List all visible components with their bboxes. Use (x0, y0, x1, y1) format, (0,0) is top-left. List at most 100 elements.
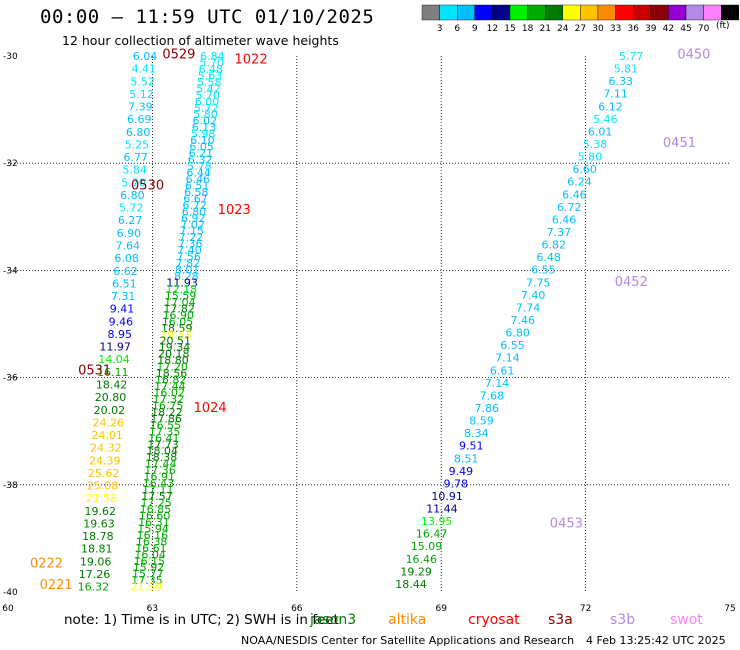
wave-height-label: 16.11 (97, 366, 129, 379)
wave-height-label: 5.80 (578, 151, 603, 164)
wave-height-label: 6.12 (598, 100, 623, 113)
wave-height-label: 19.63 (83, 517, 115, 530)
chart-subtitle: 12 hour collection of altimeter wave hei… (62, 33, 339, 48)
wave-height-label: 5.70 (199, 56, 224, 69)
wave-height-label: 5.63 (198, 69, 223, 82)
wave-height-label: 19.62 (84, 505, 116, 518)
wave-height-label: 7.64 (116, 240, 141, 253)
pass-time-label: 0531 (78, 364, 111, 379)
mission-label-altika: altika (388, 612, 427, 628)
colorbar-swatch (615, 4, 634, 21)
colorbar-unit: (ft) (716, 21, 730, 31)
wave-height-label: 16.75 (152, 399, 184, 412)
wave-height-label: 16.32 (78, 581, 110, 594)
wave-height-label: 6.72 (183, 199, 208, 212)
wave-height-label: 6.27 (118, 214, 143, 227)
wave-height-label: 7.36 (178, 238, 203, 251)
wave-height-label: 20.51 (160, 335, 192, 348)
wave-height-label: 9.51 (459, 440, 484, 453)
wave-height-label: 6.46 (552, 213, 577, 226)
pass-time-label: 0221 (40, 578, 73, 593)
mission-label-swot: swot (670, 612, 703, 628)
wave-height-label: 6.48 (199, 63, 224, 76)
x-tick-label: 63 (147, 604, 158, 614)
wave-height-label: 16.85 (140, 503, 172, 516)
colorbar-swatch (668, 4, 687, 21)
wave-height-label: 5.70 (121, 176, 146, 189)
wave-height-label: 16.15 (134, 555, 166, 568)
wave-height-label: 9.49 (449, 465, 474, 478)
wave-height-label: 6.77 (124, 151, 149, 164)
wave-height-label: 12.18 (166, 283, 198, 296)
wave-height-label: 16.61 (135, 542, 167, 555)
wave-height-label: 6.02 (192, 115, 217, 128)
wave-height-label: 7.82 (176, 257, 201, 270)
pass-time-label: 0530 (131, 179, 164, 194)
wave-height-label: 20.80 (95, 391, 127, 404)
wave-height-label: 7.56 (176, 251, 201, 264)
colorbar-label: 12 (487, 24, 498, 34)
wave-height-label: 6.80 (126, 126, 151, 139)
wave-height-label: 7.40 (521, 289, 546, 302)
wave-height-label: 4.41 (132, 63, 157, 76)
wave-height-label: 17.35 (131, 574, 163, 587)
wave-height-label: 6.82 (542, 239, 567, 252)
pass-time-label: 0451 (663, 136, 696, 151)
wave-height-label: 5.52 (130, 75, 155, 88)
wave-height-label: 11.44 (426, 503, 458, 516)
wave-height-label: 18.22 (151, 406, 183, 419)
satellite-track: 5.775.816.337.116.125.466.015.385.806.60… (395, 50, 643, 591)
wave-height-label: 18.42 (96, 378, 128, 391)
wave-height-label: 25.62 (88, 467, 120, 480)
wave-height-label: 16.47 (416, 528, 448, 541)
wave-height-label: 16.90 (163, 309, 195, 322)
x-tick-label: 66 (291, 604, 303, 614)
wave-height-label: 7.40 (177, 244, 202, 257)
colorbar-swatch (421, 4, 440, 21)
y-tick-label: -32 (3, 159, 18, 169)
pass-time-label: 1024 (194, 401, 227, 416)
colorbar-swatch (509, 4, 528, 21)
wave-height-label: 24.01 (91, 429, 123, 442)
wave-height-label: 6.90 (117, 227, 142, 240)
wave-height-label: 21.89 (131, 581, 163, 594)
wave-height-label: 16.55 (150, 419, 182, 432)
wave-height-label: 6.69 (127, 113, 152, 126)
wave-height-label: 9.41 (110, 303, 135, 316)
wave-height-label: 20.18 (158, 348, 190, 361)
wave-height-label: 7.86 (474, 402, 499, 415)
wave-height-label: 7.14 (485, 377, 510, 390)
colorbar-label: 15 (504, 24, 515, 34)
wave-height-label: 6.48 (536, 251, 561, 264)
colorbar-swatch (457, 4, 476, 21)
wave-height-label: 18.38 (146, 451, 178, 464)
wave-height-label: 6.55 (500, 339, 525, 352)
wave-height-label: 6.67 (183, 192, 208, 205)
wave-height-label: 17.04 (164, 296, 196, 309)
wave-height-label: 24.32 (90, 442, 122, 455)
wave-height-label: 5.72 (194, 102, 219, 115)
wave-height-label: 18.80 (157, 354, 189, 367)
wave-height-label: 17.20 (156, 361, 188, 374)
time-labels: 0529 1022 0530 1023 0531 1024 0222 0221 0450 0451… (30, 47, 710, 593)
satellite-track: 6.044.415.525.127.396.696.805.256.775.84… (78, 50, 158, 594)
wave-height-label: 6.04 (133, 50, 158, 63)
colorbar-label: 9 (472, 24, 478, 34)
y-tick-label: -38 (3, 481, 18, 491)
wave-height-label: 6.32 (188, 154, 213, 167)
wave-height-label: 5.70 (196, 89, 221, 102)
wave-height-label: 18.44 (395, 578, 427, 591)
wave-height-label: 6.01 (588, 125, 613, 138)
wave-height-label: 16.31 (138, 516, 170, 529)
colorbar-label: 21 (539, 24, 550, 34)
colorbar-swatch (721, 4, 740, 21)
wave-height-label: 13.95 (421, 515, 453, 528)
wave-height-label: 24.26 (92, 416, 124, 429)
wave-height-label: 5.25 (125, 138, 150, 151)
colorbar-label: 30 (592, 24, 604, 34)
wave-height-label: 17.57 (141, 490, 173, 503)
colorbar-label: 45 (680, 24, 691, 34)
wave-height-label: 7.75 (526, 276, 551, 289)
colorbar-label: 6 (454, 24, 460, 34)
